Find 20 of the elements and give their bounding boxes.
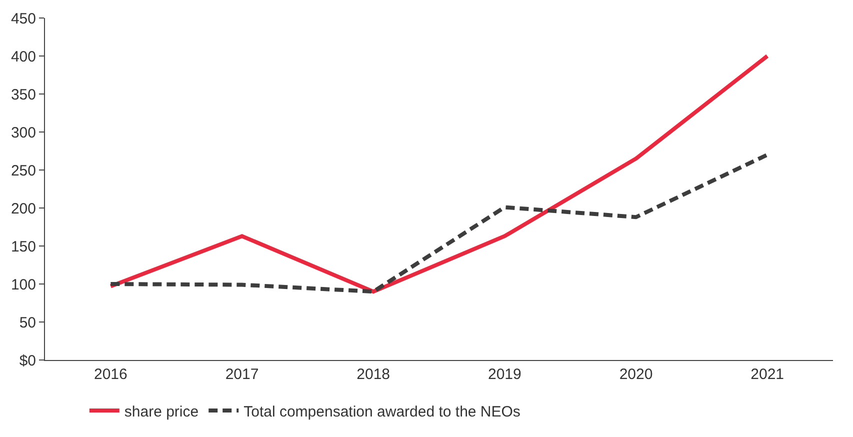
y-tick-label: 250 xyxy=(10,162,36,180)
y-tick-label: 400 xyxy=(10,48,36,66)
y-tick-label: 450 xyxy=(10,10,36,28)
y-tick-label: 200 xyxy=(10,200,36,218)
x-tick-label: 2019 xyxy=(488,366,522,383)
legend-label: Total compensation awarded to the NEOs xyxy=(244,403,520,420)
y-tick-label: 350 xyxy=(10,86,36,104)
x-tick-label: 2021 xyxy=(750,366,784,383)
y-tick-label: 150 xyxy=(10,238,36,256)
line-series xyxy=(108,54,770,294)
y-tick-label: 100 xyxy=(10,276,36,294)
y-tick-label: $0 xyxy=(19,352,36,370)
y-tick-label: 300 xyxy=(10,124,36,142)
line-series xyxy=(108,152,770,294)
legend-label: share price xyxy=(124,403,199,420)
x-tick-label: 2020 xyxy=(619,366,653,383)
y-tick-label: 50 xyxy=(19,314,36,332)
x-tick-label: 2016 xyxy=(94,366,128,383)
x-tick-label: 2017 xyxy=(225,366,259,383)
x-tick-label: 2018 xyxy=(356,366,390,383)
